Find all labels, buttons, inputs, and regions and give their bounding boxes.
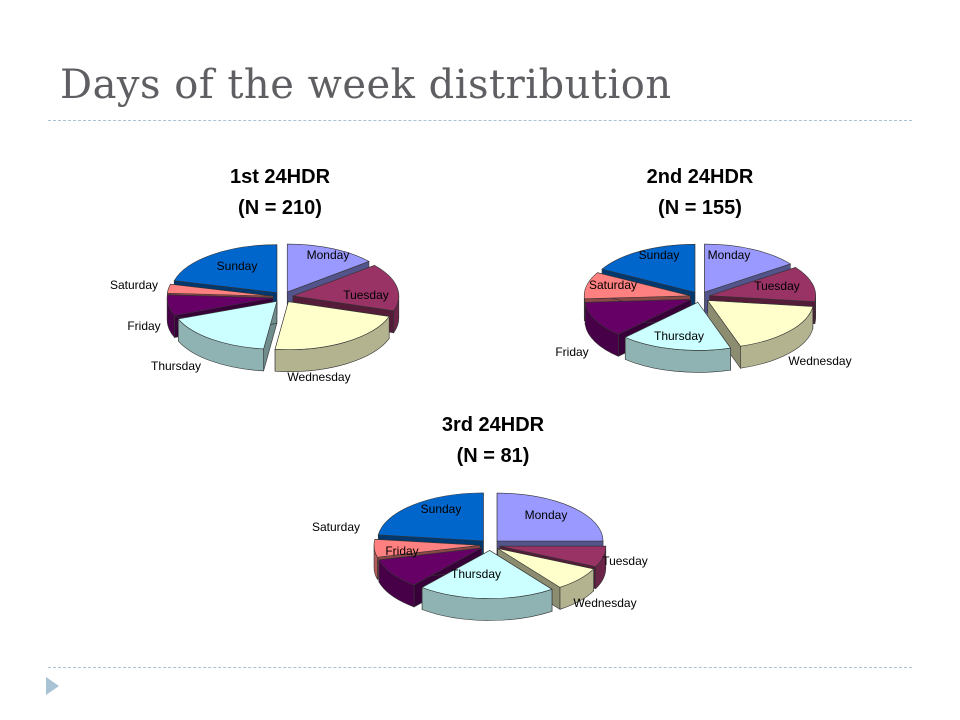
pie-3-label-saturday: Saturday [312,520,360,534]
chart-2-title: 2nd 24HDR [646,166,754,188]
pie-2-label-friday: Friday [555,345,588,359]
triangle-bullet-icon [46,677,59,695]
chart-1-subtitle: (N = 210) [238,197,322,219]
pie-3-label-sunday: Sunday [421,502,462,516]
pie-3-label-friday: Friday [385,544,418,558]
pie-3-slice-thursday [421,549,553,621]
pie-1-label-monday: Monday [307,248,350,262]
pie-2-label-sunday: Sunday [639,248,680,262]
chart-3-subtitle: (N = 81) [456,445,530,467]
chart-3-title-block: 3rd 24HDR (N = 81) [373,410,613,472]
pie-3-label-tuesday: Tuesday [602,554,648,568]
pie-2-slice-wednesday [707,299,814,370]
footer-divider [48,667,912,668]
pie-2-slice-thursday [624,301,732,373]
pie-2-label-monday: Monday [708,248,751,262]
pie-1-label-wednesday: Wednesday [287,370,350,384]
pie-2-label-saturday: Saturday [589,278,637,292]
pie-1-label-friday: Friday [127,319,160,333]
chart-1-title-block: 1st 24HDR (N = 210) [160,162,400,224]
pie-1-label-saturday: Saturday [110,278,158,292]
pie-3-label-monday: Monday [525,508,568,522]
pie-2-label-tuesday: Tuesday [754,279,800,293]
chart-3-title: 3rd 24HDR [441,414,545,436]
pie-1-slice-wednesday [274,301,390,372]
pie-3-label-thursday: Thursday [451,567,501,581]
pie-2-label-wednesday: Wednesday [788,354,851,368]
chart-1-title: 1st 24HDR [229,166,331,188]
pie-3-label-wednesday: Wednesday [573,596,636,610]
pie-1-label-tuesday: Tuesday [343,288,389,302]
pie-2-label-thursday: Thursday [654,329,704,343]
chart-2-title-block: 2nd 24HDR (N = 155) [580,162,820,224]
pie-1-label-thursday: Thursday [151,359,201,373]
pie-1-slice-thursday [177,300,278,372]
pie-1-label-sunday: Sunday [217,259,258,273]
title-divider [48,120,912,121]
chart-2-subtitle: (N = 155) [658,197,742,219]
slide-title: Days of the week distribution [60,62,672,108]
